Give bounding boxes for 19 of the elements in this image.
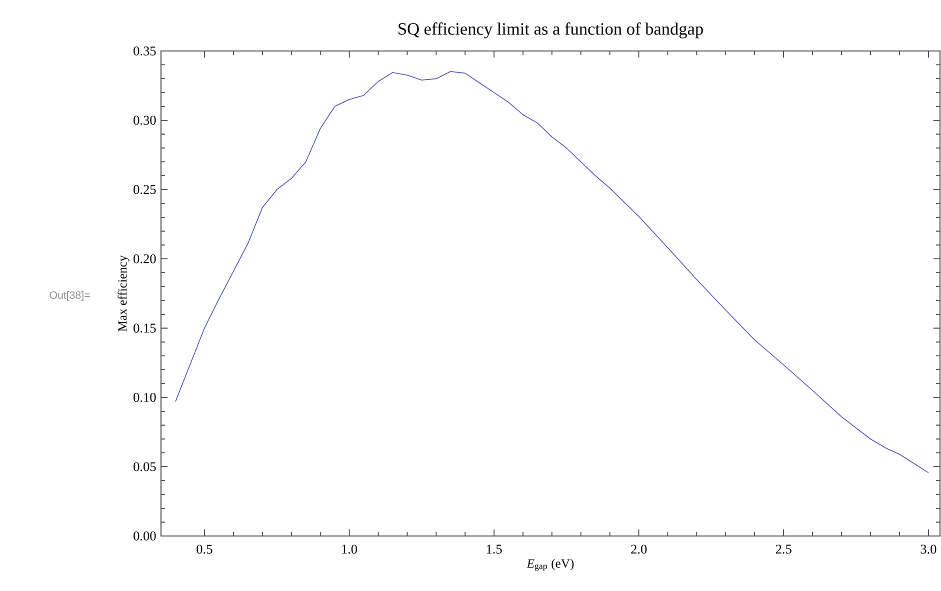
- y-tick-label: 0.25: [134, 185, 156, 194]
- y-tick-label: 0.15: [134, 324, 156, 333]
- x-tick-label: 2.0: [631, 544, 647, 554]
- line-series: [175, 71, 929, 474]
- y-tick-label: 0.05: [134, 462, 156, 472]
- y-tick-label: 0.10: [134, 392, 156, 402]
- y-tick-label: 0.30: [134, 116, 156, 125]
- x-tick-label: 2.5: [776, 544, 792, 554]
- y-tick-label: 0.35: [134, 46, 156, 56]
- text: Out[38]=: [50, 291, 90, 301]
- x-tick-label: 1.0: [342, 544, 358, 554]
- x-tick-label: 0.5: [196, 544, 212, 554]
- y-axis-title: Max efficiency: [118, 255, 130, 332]
- x-tick-label: 3.0: [920, 544, 936, 554]
- x-axis-title: E$_{gap}$ (eV): [526, 558, 574, 571]
- y-tick-label: 0.00: [134, 531, 156, 541]
- chart-title: SQ efficiency limit as a function of bandgap: [398, 22, 703, 38]
- x-tick-label: 1.5: [486, 544, 502, 554]
- y-tick-label: 0.20: [134, 254, 156, 264]
